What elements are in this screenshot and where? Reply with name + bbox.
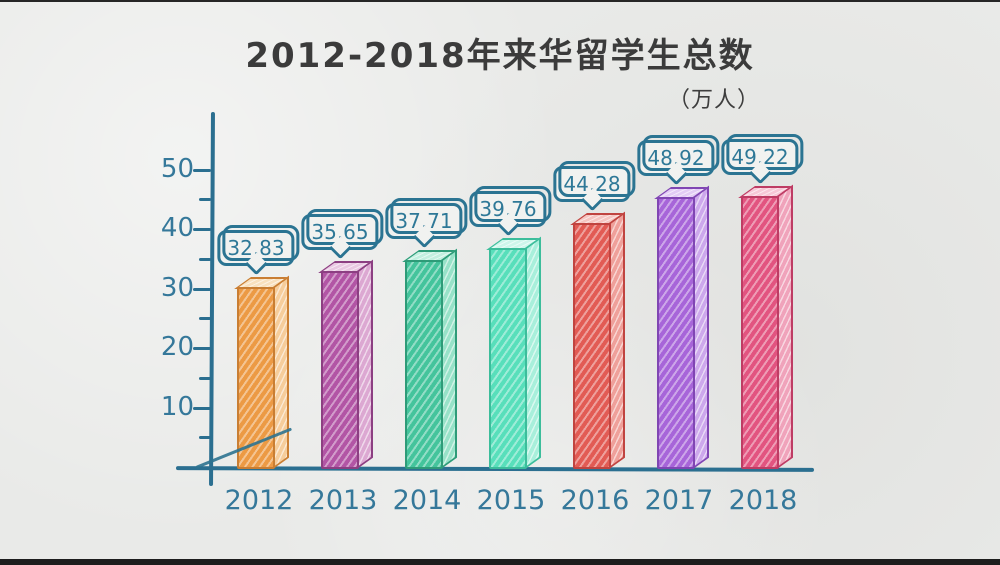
bar-2013 xyxy=(318,259,375,469)
bar-side-face xyxy=(777,184,793,469)
bar-front-face xyxy=(405,260,443,469)
y-major-tick xyxy=(193,347,211,350)
bar-side-face xyxy=(273,275,289,469)
value-bubble-2015: 39.76 xyxy=(469,191,547,227)
y-major-tick xyxy=(193,406,211,410)
y-tick-label: 20 xyxy=(160,332,194,362)
bar-2015 xyxy=(486,236,543,469)
y-tick-label: 10 xyxy=(160,391,194,422)
x-category-label-2015: 2015 xyxy=(476,485,546,516)
value-bubble-2013: 35.65 xyxy=(301,214,379,250)
x-category-label-2014: 2014 xyxy=(392,485,462,516)
x-category-label-2016: 2016 xyxy=(560,485,630,516)
bar-2017 xyxy=(654,185,711,469)
y-minor-tick xyxy=(199,317,211,321)
bar-front-face xyxy=(741,196,779,469)
y-major-tick xyxy=(193,287,211,291)
y-major-tick xyxy=(193,168,211,172)
bar-front-face xyxy=(573,223,611,469)
y-minor-tick xyxy=(199,198,211,202)
value-bubble-2016: 44.28 xyxy=(553,166,631,202)
bar-front-face xyxy=(321,271,359,469)
letterbox-top-strip xyxy=(0,0,1000,2)
y-tick-label: 30 xyxy=(160,272,194,303)
y-minor-tick xyxy=(199,376,211,380)
y-tick-label: 50 xyxy=(160,153,194,184)
x-category-label-2013: 2013 xyxy=(308,485,378,516)
value-bubble-2018: 49.22 xyxy=(721,139,799,175)
bar-front-face xyxy=(657,197,695,469)
letterbox-bottom-strip xyxy=(0,559,1000,565)
value-bubble-2017: 48.92 xyxy=(637,140,715,176)
bar-side-face xyxy=(609,211,625,469)
bar-side-face xyxy=(357,259,373,469)
y-minor-tick xyxy=(199,257,211,261)
y-tick-label: 40 xyxy=(160,213,194,243)
x-category-label-2018: 2018 xyxy=(728,485,798,516)
bar-2018 xyxy=(738,184,795,469)
y-major-tick xyxy=(193,228,211,231)
bar-2016 xyxy=(570,211,627,469)
value-bubble-2014: 37.71 xyxy=(385,203,463,239)
y-minor-tick xyxy=(199,436,211,440)
x-category-label-2017: 2017 xyxy=(644,485,714,516)
bar-2014 xyxy=(402,248,459,469)
bar-side-face xyxy=(525,236,541,469)
bar-side-face xyxy=(441,248,457,469)
bar-side-face xyxy=(693,185,709,469)
bar-front-face xyxy=(489,248,527,469)
page-title: 2012-2018年来华留学生总数 xyxy=(245,36,755,76)
unit-label: （万人） xyxy=(667,88,760,113)
value-bubble-2012: 32.83 xyxy=(217,230,295,266)
x-category-label-2012: 2012 xyxy=(224,485,294,516)
